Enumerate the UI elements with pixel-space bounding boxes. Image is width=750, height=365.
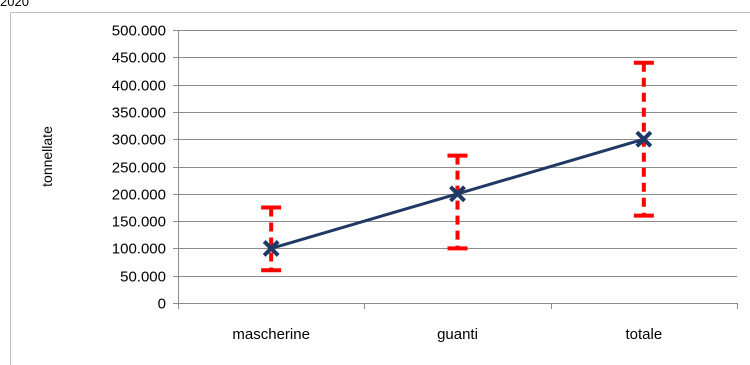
y-axis-ticks: 0 50.000 100.000 150.000 200.000 250.000 300.0… bbox=[112, 23, 178, 313]
y-tick-label: 200.000 bbox=[112, 187, 166, 204]
y-tick-label: 400.000 bbox=[112, 78, 166, 95]
data-point-marker bbox=[449, 185, 466, 203]
marker-stroke bbox=[635, 130, 653, 148]
data-series bbox=[261, 60, 654, 273]
y-tick-label: 350.000 bbox=[112, 105, 166, 122]
y-tick-label: 250.000 bbox=[112, 160, 166, 177]
data-point-marker bbox=[262, 239, 280, 257]
x-category-label: guanti bbox=[437, 326, 478, 343]
x-axis-categories: mascherine guanti totale bbox=[232, 326, 662, 343]
y-tick-label: 50.000 bbox=[120, 269, 166, 286]
caption-fragment: 2020 bbox=[0, 0, 29, 9]
data-point-marker bbox=[635, 130, 653, 148]
marker-stroke bbox=[449, 185, 466, 203]
y-axis-title: tonnellate bbox=[39, 126, 55, 187]
y-tick-label: 0 bbox=[158, 296, 166, 313]
x-category-label: mascherine bbox=[232, 326, 310, 343]
y-tick-label: 300.000 bbox=[112, 132, 166, 149]
y-tick-label: 450.000 bbox=[112, 50, 166, 67]
gridlines bbox=[178, 30, 737, 277]
x-category-label: totale bbox=[625, 326, 662, 343]
axes bbox=[178, 30, 738, 309]
marker-stroke bbox=[262, 239, 280, 257]
y-tick-label: 100.000 bbox=[112, 241, 166, 258]
y-tick-label: 500.000 bbox=[112, 23, 166, 40]
y-tick-label: 150.000 bbox=[112, 214, 166, 231]
